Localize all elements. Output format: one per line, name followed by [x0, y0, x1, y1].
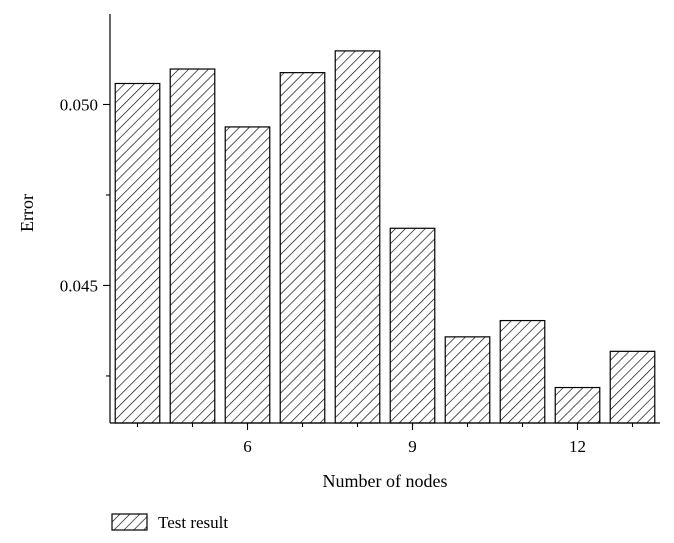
bar-12 — [554, 386, 601, 424]
bar-11 — [499, 319, 546, 424]
bar-9 — [389, 227, 436, 424]
bar-13 — [609, 350, 656, 424]
x-axis-title: Number of nodes — [323, 471, 448, 491]
bar-6 — [224, 126, 271, 424]
y-tick-label: 0.045 — [60, 276, 98, 295]
y-axis-title: Error — [17, 194, 37, 232]
ticks-group: 6 9 12 0.045 0.050 — [60, 95, 634, 456]
bars-group — [114, 50, 656, 424]
bar-10 — [444, 336, 491, 424]
legend: Test result — [111, 513, 228, 532]
bar-8 — [334, 50, 381, 424]
legend-label: Test result — [158, 513, 228, 532]
y-tick-label: 0.050 — [60, 95, 98, 114]
x-tick-label: 9 — [408, 437, 417, 456]
legend-swatch — [111, 513, 148, 531]
x-tick-label: 6 — [243, 437, 252, 456]
axes-group — [109, 14, 660, 424]
x-tick-label: 12 — [569, 437, 586, 456]
bar-5 — [169, 68, 216, 424]
bar-7 — [279, 72, 326, 424]
bar-4 — [114, 82, 161, 424]
